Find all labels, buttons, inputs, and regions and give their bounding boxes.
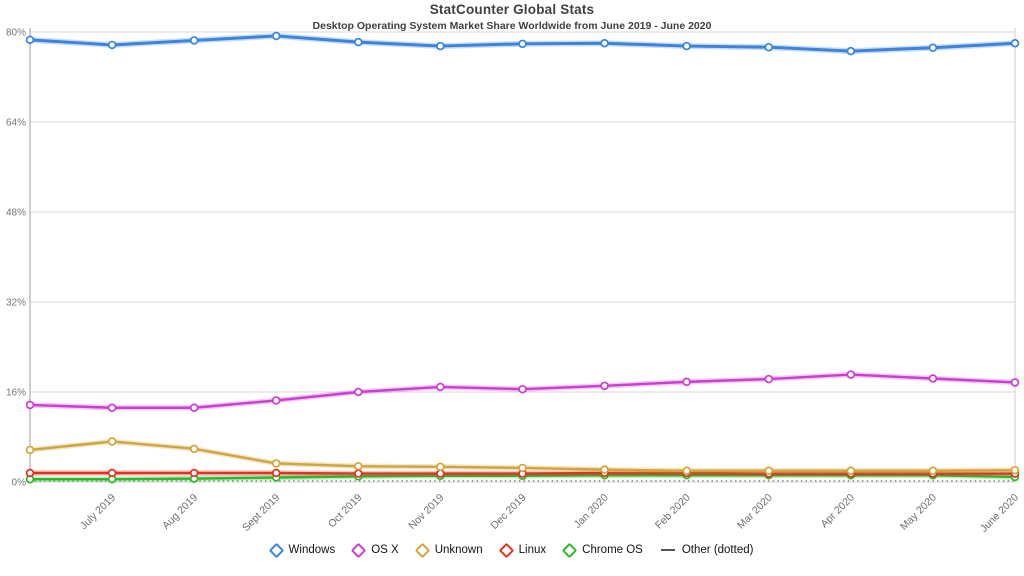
data-point-os-x[interactable] <box>764 374 773 384</box>
data-point-unknown[interactable] <box>272 459 281 468</box>
chart-title: StatCounter Global Stats <box>429 2 595 17</box>
legend-item-chrome-os[interactable]: Chrome OS <box>561 542 643 558</box>
data-point-linux[interactable] <box>25 468 35 478</box>
data-point-linux[interactable] <box>189 468 199 478</box>
legend-label-other-dotted: Other (dotted) <box>681 544 754 556</box>
data-point-unknown[interactable] <box>518 463 527 473</box>
data-point-linux[interactable] <box>354 469 363 478</box>
legend-item-windows[interactable]: Windows <box>268 542 336 558</box>
data-point-windows[interactable] <box>846 46 856 56</box>
chart-header: StatCounter Global Stats Desktop Operati… <box>0 2 1024 32</box>
y-tick-label: 32% <box>6 298 26 309</box>
x-tick-label: Mar 2020 <box>735 492 775 532</box>
data-point-windows[interactable] <box>189 36 199 45</box>
data-point-linux[interactable] <box>272 468 281 478</box>
chart-area: 80% 64% 48% 32% 16% 0% July 2019 Aug 2019 Sept 2… <box>0 28 1024 549</box>
data-point-windows[interactable] <box>600 39 609 48</box>
x-tick-label: Sept 2019 <box>240 492 282 534</box>
legend-item-linux[interactable]: Linux <box>498 542 547 558</box>
y-tick-label: 64% <box>6 118 26 129</box>
x-tick-label: Feb 2020 <box>653 492 693 532</box>
data-point-windows[interactable] <box>436 41 445 51</box>
data-point-os-x[interactable] <box>928 374 938 383</box>
x-tick-label: Aug 2019 <box>160 492 200 532</box>
legend-label-os-x: OS X <box>371 544 399 556</box>
data-point-windows[interactable] <box>1010 39 1020 48</box>
data-point-unknown[interactable] <box>600 465 609 474</box>
data-point-unknown[interactable] <box>189 444 199 454</box>
chart-legend: Windows OS X Unknown Linux Chrome OS Other (d… <box>0 542 1024 558</box>
data-point-linux[interactable] <box>436 469 445 478</box>
data-point-os-x[interactable] <box>107 403 117 413</box>
data-point-windows[interactable] <box>25 35 35 45</box>
chart-svg: 80% 64% 48% 32% 16% 0% July 2019 Aug 2019 Sept 2… <box>6 28 1021 535</box>
legend-label-chrome-os: Chrome OS <box>582 544 643 556</box>
legend-diamond-icon-linux <box>498 542 514 558</box>
data-point-os-x[interactable] <box>25 400 35 410</box>
legend-item-os-x[interactable]: OS X <box>350 542 399 558</box>
data-point-windows[interactable] <box>107 40 117 50</box>
data-point-windows[interactable] <box>272 31 281 41</box>
legend-diamond-icon-windows <box>268 542 284 558</box>
legend-label-unknown: Unknown <box>434 544 483 556</box>
legend-item-other-dotted[interactable]: Other (dotted) <box>660 544 754 556</box>
data-point-unknown[interactable] <box>682 466 691 476</box>
data-point-windows[interactable] <box>682 41 691 51</box>
data-point-unknown[interactable] <box>928 466 938 476</box>
x-tick-label: June 2020 <box>978 492 1021 535</box>
legend-dash-icon <box>660 549 675 551</box>
legend-diamond-icon-unknown <box>414 542 430 558</box>
data-point-unknown[interactable] <box>1010 465 1020 475</box>
y-tick-label: 16% <box>6 388 26 399</box>
data-point-windows[interactable] <box>354 37 363 47</box>
data-point-unknown[interactable] <box>764 466 773 476</box>
data-point-windows[interactable] <box>764 42 773 52</box>
data-point-linux[interactable] <box>107 468 117 478</box>
data-point-os-x[interactable] <box>272 396 281 405</box>
data-point-os-x[interactable] <box>354 387 363 397</box>
x-tick-label: Apr 2020 <box>818 492 857 531</box>
x-tick-label: Nov 2019 <box>406 492 446 532</box>
x-tick-label: Dec 2019 <box>488 492 528 532</box>
chart-subtitle: Desktop Operating System Market Share Wo… <box>312 20 712 32</box>
data-point-os-x[interactable] <box>518 384 527 394</box>
legend-item-unknown[interactable]: Unknown <box>414 542 483 558</box>
data-point-os-x[interactable] <box>436 382 445 392</box>
data-point-os-x[interactable] <box>600 381 609 391</box>
data-point-unknown[interactable] <box>436 462 445 472</box>
y-tick-label: 48% <box>6 208 26 219</box>
x-tick-label: July 2019 <box>78 492 118 532</box>
legend-diamond-icon-os-x <box>350 542 367 558</box>
data-point-os-x[interactable] <box>846 370 856 379</box>
data-point-windows[interactable] <box>928 43 938 53</box>
data-point-unknown[interactable] <box>354 462 363 471</box>
data-point-unknown[interactable] <box>107 437 117 446</box>
data-point-windows[interactable] <box>518 39 527 49</box>
legend-label-windows: Windows <box>288 544 336 556</box>
legend-diamond-icon-chrome-os <box>561 542 578 558</box>
legend-label-linux: Linux <box>518 544 547 556</box>
x-tick-label: Jan 2020 <box>572 492 611 531</box>
x-tick-label: Oct 2019 <box>326 492 365 531</box>
y-tick-label: 0% <box>12 478 27 489</box>
data-point-os-x[interactable] <box>1010 378 1020 387</box>
data-point-os-x[interactable] <box>189 403 199 413</box>
data-point-unknown[interactable] <box>25 445 35 455</box>
x-tick-label: May 2020 <box>898 492 939 533</box>
data-point-unknown[interactable] <box>846 466 856 476</box>
data-point-os-x[interactable] <box>682 377 691 387</box>
y-tick-label: 80% <box>6 28 26 39</box>
